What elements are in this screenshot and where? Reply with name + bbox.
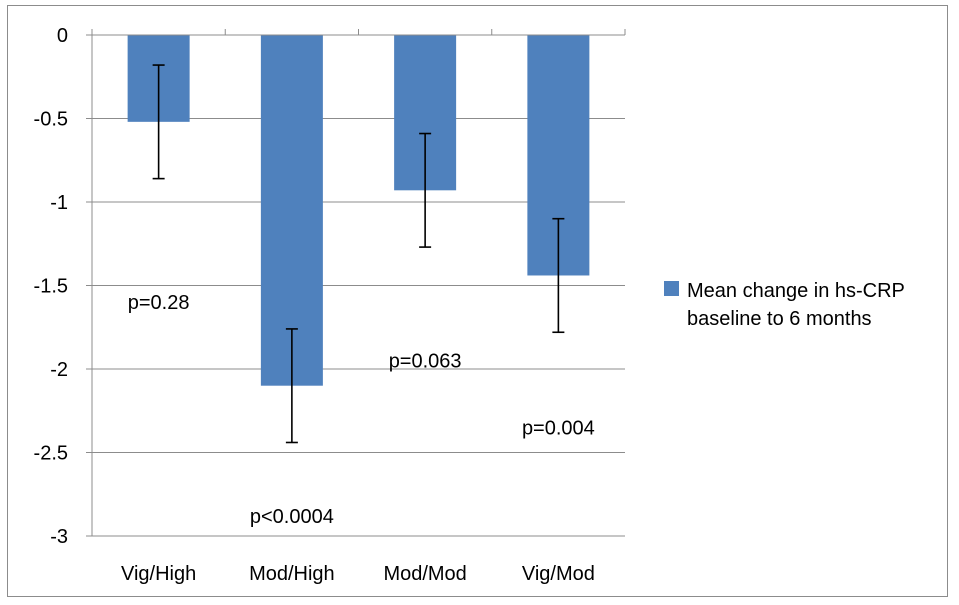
y-tick-label: -0.5 [34, 109, 68, 131]
y-tick-label: -2 [50, 359, 68, 381]
p-value-annotation: p=0.004 [522, 417, 595, 439]
p-value-annotation: p=0.28 [128, 292, 190, 314]
x-tick-label: Mod/High [249, 563, 335, 585]
legend-label: baseline to 6 months [687, 308, 872, 330]
x-tick-label: Mod/Mod [383, 563, 466, 585]
y-tick-label: 0 [57, 25, 68, 47]
y-tick-label: -1.5 [34, 276, 68, 298]
x-tick-label: Vig/Mod [522, 563, 595, 585]
annotations: p=0.28 p<0.0004 p=0.063 p=0.004 [128, 292, 595, 528]
y-tick-label: -2.5 [34, 443, 68, 465]
x-tick-labels: Vig/High Mod/High Mod/Mod Vig/Mod [121, 563, 595, 585]
y-tick-label: -3 [50, 526, 68, 548]
error-bars [152, 64, 565, 444]
legend-swatch [664, 281, 679, 296]
legend-label: Mean change in hs-CRP [687, 280, 905, 302]
bar [260, 35, 323, 386]
x-tick-label: Vig/High [121, 563, 196, 585]
p-value-annotation: p<0.0004 [250, 506, 334, 528]
p-value-annotation: p=0.063 [389, 351, 462, 373]
y-tick-labels: 0 -0.5 -1 -1.5 -2 -2.5 -3 [34, 25, 68, 548]
bars [127, 35, 590, 386]
axes [86, 29, 626, 537]
legend: Mean change in hs-CRP baseline to 6 month… [664, 280, 905, 330]
y-tick-label: -1 [50, 192, 68, 214]
